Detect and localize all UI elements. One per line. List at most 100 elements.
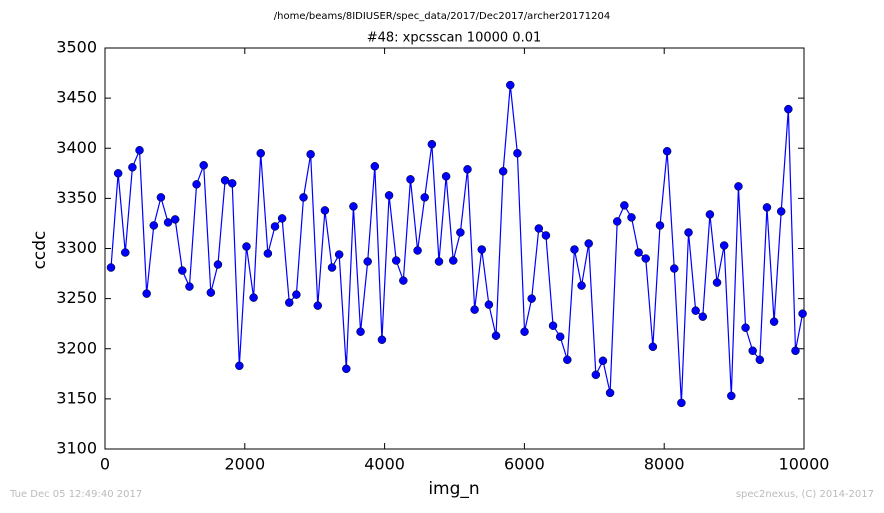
y-tick-label: 3400 [56,138,97,157]
point [206,288,216,297]
y-tick-label: 3500 [56,38,97,57]
point [776,207,786,216]
point [748,346,757,356]
point [163,218,173,227]
point [563,355,572,365]
y-tick-label: 3250 [56,288,97,307]
point [406,175,415,184]
point [320,206,330,215]
x-tick-label: 8000 [644,455,685,474]
point [527,294,536,303]
point [655,221,665,230]
x-tick-label: 10000 [779,455,830,474]
x-tick-label: 6000 [504,455,545,474]
point [691,306,700,315]
y-tick-label: 3300 [56,238,97,257]
point [605,388,615,398]
point [727,391,736,401]
point [534,224,544,233]
y-tick-label: 3450 [56,88,97,107]
point [249,293,258,302]
point [762,203,772,212]
point [235,361,244,371]
point [584,239,593,248]
point [213,260,223,269]
point [641,254,650,263]
point [769,317,779,326]
y-tick-label: 3350 [56,188,97,207]
point [798,309,807,318]
point [128,163,137,172]
point [349,202,358,211]
point [755,355,765,365]
point [484,300,494,309]
point [220,176,230,185]
point [334,250,344,259]
point [491,331,501,340]
x-tick-label: 0 [100,455,110,474]
x-tick-label: 2000 [224,455,265,474]
point [135,146,144,155]
point [299,193,308,202]
point [598,356,608,366]
point [555,332,565,341]
point [463,165,472,174]
point [670,264,679,273]
point [413,246,422,255]
x-tick-label: 4000 [364,455,405,474]
point [506,80,515,90]
plot-frame [104,47,805,450]
point [270,222,280,231]
point [263,249,273,258]
y-tick-label: 3200 [56,338,97,357]
point [356,327,365,336]
point [627,213,636,222]
point [256,149,265,158]
point [113,169,123,178]
point [178,266,187,275]
point [591,370,601,380]
point [292,290,301,299]
point [277,214,287,223]
point [106,263,116,272]
footer-right: spec2nexus, (C) 2014-2017 [736,489,874,500]
point [570,245,579,254]
point [192,180,201,189]
point [327,263,337,272]
point [477,245,487,254]
point [612,217,622,226]
point [313,301,323,310]
point [342,364,351,374]
line [110,85,804,403]
point [520,327,529,336]
point [456,228,465,237]
point [513,149,522,158]
point [242,242,251,251]
point [634,248,643,257]
point [719,241,729,250]
point [391,256,401,265]
point [705,210,715,219]
suptitle: /home/beams/8IDIUSER/spec_data/2017/Dec2… [274,11,610,22]
point [185,282,194,291]
point [734,182,743,191]
point [448,256,458,265]
point [648,342,658,351]
point [548,321,558,330]
x-label: img_n [428,479,479,499]
point [363,257,372,266]
point [498,167,508,176]
point [684,228,693,237]
point [470,305,479,314]
point [170,215,180,224]
point [285,298,294,307]
point [620,201,629,210]
point [156,193,166,202]
point [149,221,159,230]
point [662,147,672,156]
point [434,257,444,266]
point [142,289,151,298]
point [306,150,315,159]
y-tick-label: 3100 [56,439,97,458]
